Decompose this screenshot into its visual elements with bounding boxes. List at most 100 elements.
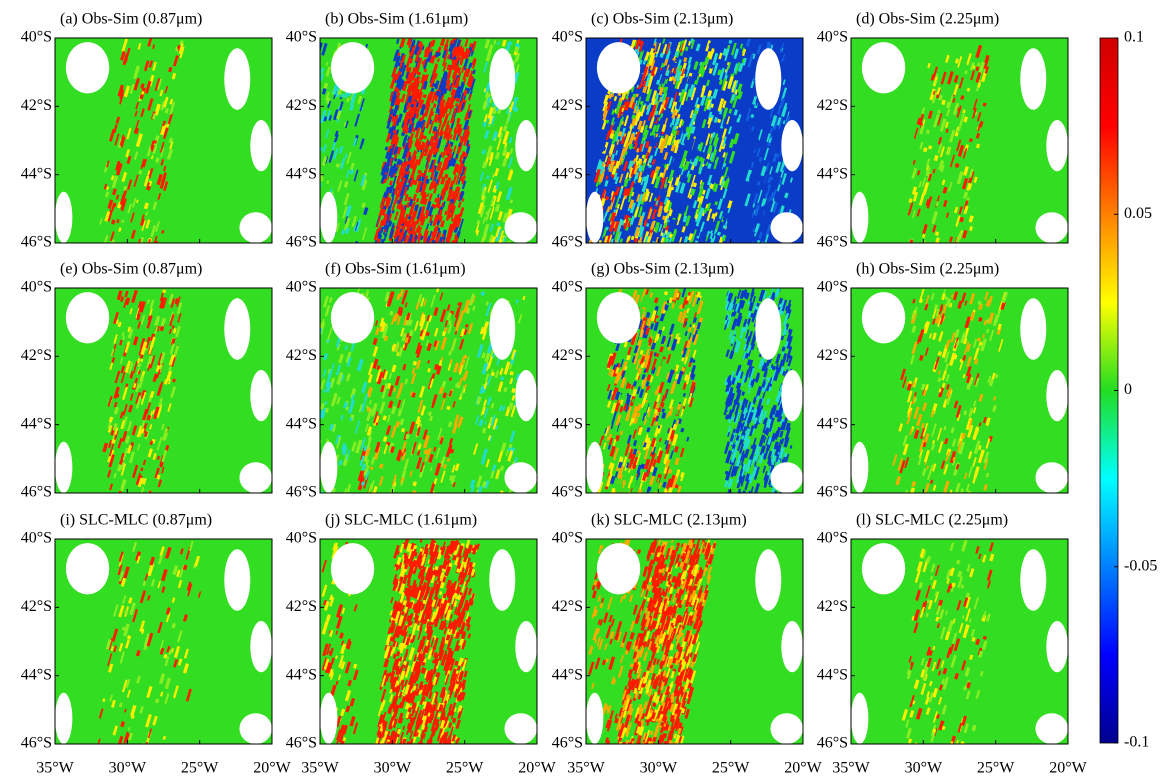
texture (393, 365, 395, 372)
texture (467, 88, 469, 93)
texture (460, 102, 462, 108)
texture (412, 104, 413, 107)
texture (725, 65, 726, 69)
texture (624, 223, 625, 226)
texture (686, 47, 687, 51)
texture (465, 355, 466, 359)
texture (715, 117, 717, 122)
texture (165, 379, 166, 384)
texture (114, 203, 115, 207)
texture (318, 65, 319, 69)
texture (640, 46, 642, 51)
texture (966, 193, 967, 196)
texture (434, 151, 435, 154)
texture (957, 163, 958, 167)
texture (638, 404, 640, 411)
texture (606, 176, 607, 180)
texture (480, 420, 482, 427)
texture (693, 324, 694, 327)
texture (158, 456, 159, 460)
texture (669, 469, 670, 473)
texture (669, 440, 670, 444)
texture (374, 338, 376, 344)
texture (462, 82, 463, 86)
texture (724, 216, 725, 220)
texture (950, 303, 951, 307)
texture (681, 162, 683, 168)
texture (129, 405, 131, 412)
texture (498, 223, 499, 226)
texture (413, 393, 414, 398)
texture (639, 493, 643, 506)
texture (424, 199, 426, 205)
texture (670, 298, 672, 303)
texture (176, 298, 178, 303)
texture (955, 207, 957, 213)
texture (119, 322, 120, 327)
texture (710, 171, 711, 174)
texture (749, 311, 751, 317)
texture (771, 177, 772, 180)
texture (738, 76, 739, 80)
texture (729, 293, 732, 301)
texture (656, 134, 657, 137)
texture (440, 387, 442, 393)
texture (418, 444, 419, 449)
texture (403, 163, 404, 167)
texture (936, 80, 937, 84)
texture (425, 69, 426, 72)
panel-title: (e) Obs-Sim (0.87μm) (60, 261, 202, 278)
map-field (55, 288, 272, 504)
texture (607, 437, 608, 441)
texture (678, 404, 680, 410)
y-tick-label: 42°S (286, 97, 317, 114)
texture (428, 448, 430, 455)
texture (726, 471, 727, 474)
texture (752, 292, 753, 296)
texture (634, 440, 636, 445)
texture (709, 118, 711, 124)
texture (178, 45, 179, 49)
texture (994, 405, 996, 411)
texture (689, 362, 690, 367)
texture (416, 142, 417, 147)
texture (617, 435, 619, 441)
texture (754, 417, 756, 423)
texture (478, 220, 479, 224)
texture (459, 143, 460, 147)
texture (429, 368, 430, 372)
texture (437, 91, 438, 95)
texture (936, 232, 937, 235)
panel-title: (f) Obs-Sim (1.61μm) (325, 261, 466, 278)
texture (461, 49, 463, 57)
texture (141, 359, 142, 362)
texture (787, 423, 789, 430)
texture (760, 157, 761, 161)
texture (315, 57, 317, 64)
texture (403, 133, 404, 136)
texture (110, 417, 112, 422)
texture (611, 134, 612, 139)
texture (348, 375, 349, 379)
texture (634, 381, 635, 386)
texture (617, 160, 619, 167)
texture (402, 217, 404, 223)
y-tick-label: 40°S (552, 279, 583, 296)
texture (435, 184, 436, 189)
texture (633, 399, 634, 403)
texture (765, 365, 766, 369)
y-tick-label: 46°S (286, 484, 317, 501)
texture (716, 202, 717, 205)
texture (693, 50, 694, 55)
texture (484, 161, 486, 168)
texture (918, 170, 919, 175)
texture (698, 184, 699, 188)
texture (483, 150, 484, 155)
texture (749, 156, 750, 160)
texture (385, 233, 386, 236)
texture (478, 397, 480, 404)
texture (663, 409, 664, 412)
texture (763, 199, 765, 206)
texture (609, 445, 610, 450)
texture (647, 381, 648, 386)
